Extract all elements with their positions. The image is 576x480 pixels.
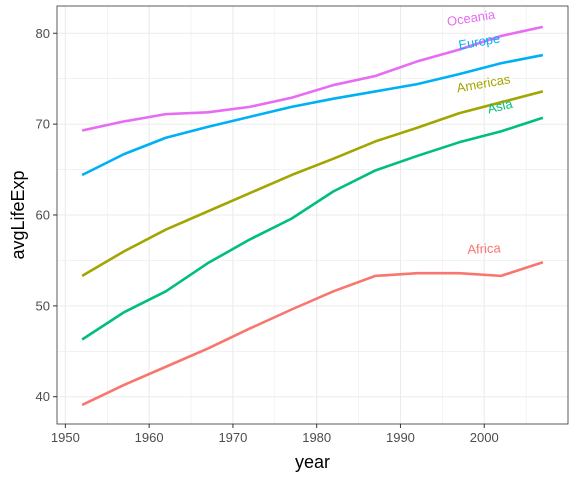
series-label-africa: Africa [467,240,502,257]
series-lines [81,25,544,407]
x-tick-label: 2000 [470,430,499,445]
series-line-americas [81,90,544,278]
y-axis-ticks: 40 50 60 70 80 [36,26,57,404]
series-line-asia [81,116,544,341]
x-tick-label: 1950 [51,430,80,445]
grid-major [57,6,568,424]
x-tick-label: 1960 [135,430,164,445]
x-axis-ticks: 1950 1960 1970 1980 1990 2000 [51,424,499,445]
y-axis-title: avgLifeExp [8,170,28,259]
series-label-asia: Asia [486,96,515,117]
y-tick-label: 60 [36,208,50,223]
series-line-africa [81,261,544,407]
series-line-oceania [81,25,544,132]
series-line-europe [81,53,544,177]
x-tick-label: 1980 [302,430,331,445]
x-tick-label: 1990 [386,430,415,445]
y-tick-label: 40 [36,389,50,404]
x-tick-label: 1970 [218,430,247,445]
series-label-europe: Europe [457,31,501,53]
y-tick-label: 80 [36,26,50,41]
y-tick-label: 50 [36,298,50,313]
y-tick-label: 70 [36,117,50,132]
x-axis-title: year [295,452,330,472]
